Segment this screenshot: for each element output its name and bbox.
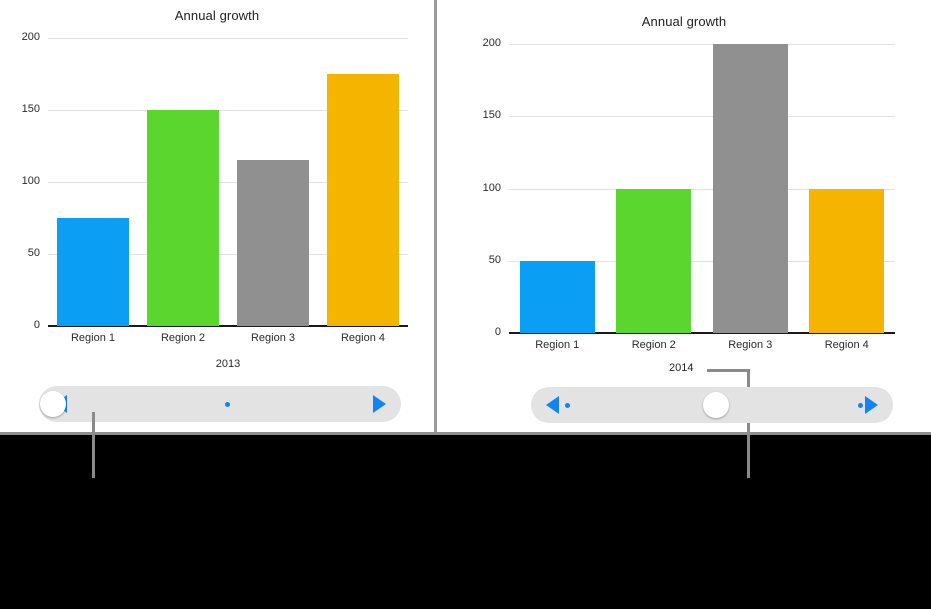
- callout-line-horizontal: [707, 369, 750, 372]
- bar[interactable]: [57, 218, 129, 326]
- y-axis-tick-label: 200: [482, 37, 501, 49]
- gridline: [48, 254, 408, 255]
- gridline: [48, 38, 408, 39]
- bar-chart-2014: Annual growth Region 1 Region 2 Region 3 Re…: [437, 0, 931, 380]
- y-axis-tick-label: 150: [482, 109, 501, 122]
- plot-area: [48, 38, 408, 327]
- series-caption: 2013: [215, 358, 241, 370]
- x-axis-line: [48, 325, 408, 327]
- triangle-left-icon[interactable]: [546, 396, 559, 414]
- callout-label-2014: 2014: [669, 362, 694, 374]
- triangle-right-icon[interactable]: [373, 395, 386, 413]
- y-axis-tick-label: 150: [21, 103, 40, 115]
- x-axis-category-label: Region 2: [160, 332, 206, 344]
- gridline: [509, 116, 895, 118]
- x-axis-category-label: Region 2: [631, 339, 676, 351]
- y-axis-tick-label: 100: [21, 175, 40, 187]
- callout-line-vertical: [747, 369, 750, 478]
- bar[interactable]: [147, 110, 219, 326]
- plot-area: [509, 44, 895, 334]
- callout-line-left: [92, 412, 95, 478]
- x-axis-category-label: Region 3: [728, 339, 773, 351]
- chart-title: Annual growth: [641, 14, 727, 29]
- x-axis-category-label: Region 4: [340, 332, 386, 344]
- bar-chart-2013: Annual growth Region 1 Region 2 Region 3 Re…: [0, 0, 434, 380]
- x-axis-category-label: Region 1: [70, 332, 116, 344]
- gridline: [509, 188, 895, 190]
- chart-panel-2014: Annual growth Region 1 Region 2 Region 3 Re…: [437, 0, 931, 478]
- bar-group: [48, 38, 408, 326]
- slider-dot[interactable]: [564, 402, 570, 408]
- bar[interactable]: [237, 160, 309, 326]
- year-slider-2013[interactable]: [39, 386, 401, 422]
- y-axis-tick-label: 0: [33, 319, 40, 331]
- triangle-right-icon[interactable]: [865, 396, 878, 414]
- y-axis-tick-label: 0: [494, 326, 501, 338]
- gridline: [48, 110, 408, 111]
- gridline: [509, 260, 895, 262]
- chart-panel-2013: Annual growth Region 1 Region 2 Region 3 Re…: [0, 0, 434, 478]
- y-axis-tick-label: 100: [482, 181, 501, 194]
- y-axis-tick-label: 200: [21, 31, 40, 43]
- slider-thumb-icon[interactable]: [702, 392, 729, 418]
- x-axis-category-label: Region 3: [250, 332, 296, 344]
- x-axis-category-label: Region 4: [824, 339, 869, 351]
- x-axis-line: [509, 332, 895, 334]
- slider-dot[interactable]: [857, 402, 863, 408]
- panel-divider: [434, 0, 437, 434]
- bar[interactable]: [809, 188, 885, 333]
- chart-title: Annual growth: [174, 8, 260, 23]
- gridline: [48, 182, 408, 183]
- panel-bottom-rule: [0, 432, 931, 435]
- gridline: [509, 44, 895, 45]
- year-slider-2014[interactable]: [531, 387, 893, 423]
- bar[interactable]: [616, 188, 692, 333]
- bar[interactable]: [712, 44, 788, 333]
- y-axis-tick-label: 50: [27, 247, 40, 259]
- slider-dot[interactable]: [224, 401, 230, 407]
- slider-thumb-icon[interactable]: [40, 391, 67, 417]
- y-axis-tick-label: 50: [488, 253, 501, 266]
- bar-group: [509, 44, 895, 333]
- bar[interactable]: [327, 74, 399, 326]
- bar[interactable]: [519, 260, 595, 333]
- slider-dot[interactable]: [373, 401, 379, 407]
- x-axis-category-label: Region 1: [535, 339, 580, 351]
